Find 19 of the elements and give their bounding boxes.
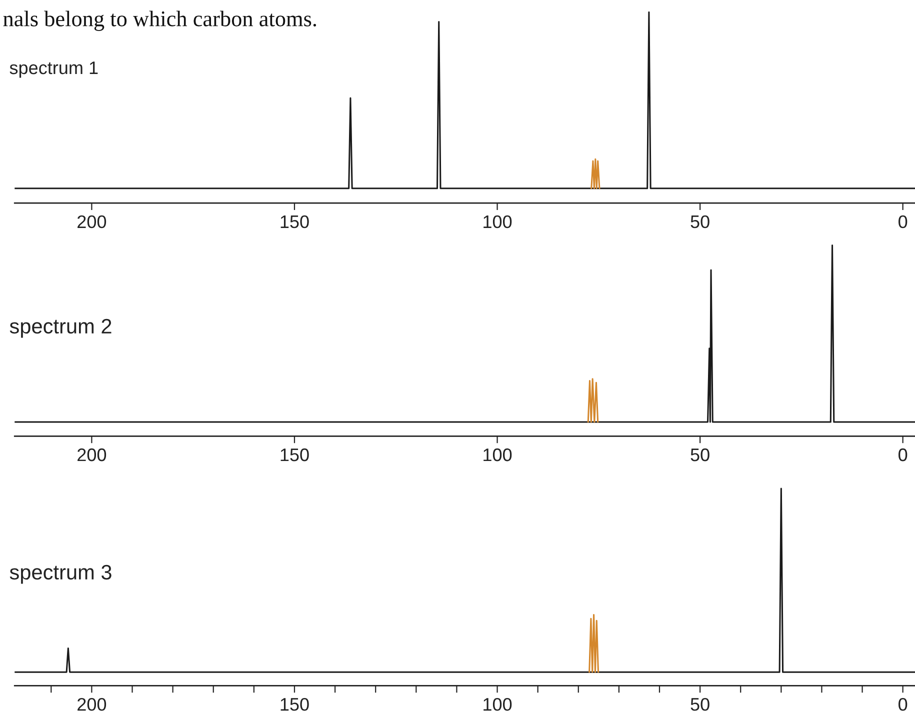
x-tick-label: 150 xyxy=(280,448,309,462)
x-tick-label: 150 xyxy=(280,215,309,228)
x-tick-label: 50 xyxy=(690,698,710,711)
x-tick-label: 0 xyxy=(898,698,908,711)
x-tick-label: 150 xyxy=(280,698,309,711)
x-tick-label: 50 xyxy=(690,448,710,462)
x-tick-label: 200 xyxy=(78,448,106,462)
x-tick-label: 200 xyxy=(78,698,106,711)
annotation: spectrum 3 xyxy=(10,564,112,584)
annotation: spectrum 2 xyxy=(10,318,112,338)
x-tick-label: 0 xyxy=(898,448,908,462)
chart-title: nals belong to which carbon atoms. xyxy=(3,10,316,31)
x-tick-label: 0 xyxy=(898,215,908,228)
x-tick-label: 100 xyxy=(484,698,512,711)
x-tick-label: 50 xyxy=(690,215,710,228)
annotation: spectrum 1 xyxy=(10,62,98,78)
x-tick-label: 100 xyxy=(484,448,512,462)
x-tick-label: 100 xyxy=(484,215,512,228)
x-tick-label: 200 xyxy=(78,215,106,228)
